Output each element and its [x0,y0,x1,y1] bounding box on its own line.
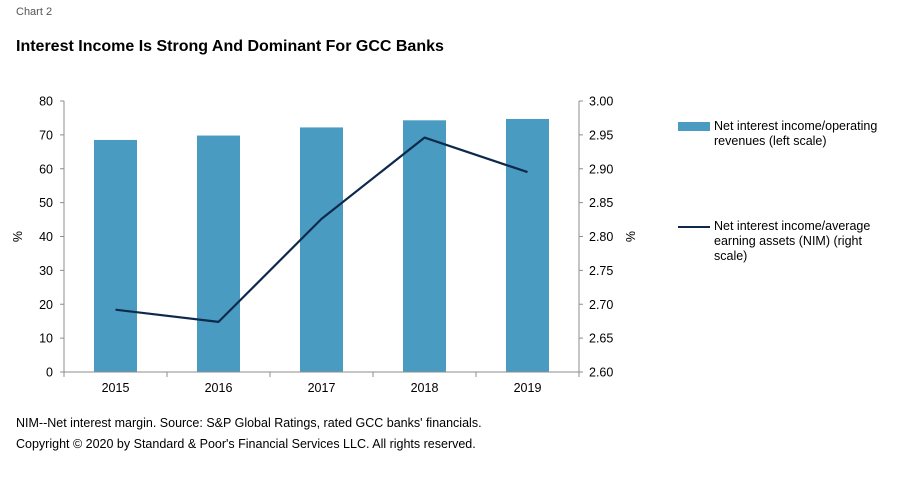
x-tick-label: 2018 [411,381,439,395]
y-tick-right-label: 2.75 [589,264,613,278]
chart-legend: Net interest income/operating revenues (… [678,0,888,300]
y-tick-left-label: 30 [39,264,53,278]
x-tick-label: 2015 [102,381,130,395]
bar-2018 [403,120,446,372]
y-tick-left-label: 20 [39,298,53,312]
legend-label-bar: Net interest income/operating revenues (… [714,119,878,148]
y-tick-right-label: 2.80 [589,230,613,244]
footnote-copyright: Copyright © 2020 by Standard & Poor's Fi… [16,437,476,451]
y-tick-right-label: 2.60 [589,366,613,380]
legend-swatch-bar [678,122,710,131]
y-tick-left-label: 50 [39,196,53,210]
legend-label-line: Net interest income/average earning asse… [714,219,871,263]
y-tick-left-label: 70 [39,128,53,142]
bar-2015 [94,139,137,372]
y-axis-right-title: % [623,231,637,242]
y-tick-left-label: 0 [46,366,53,380]
y-tick-right-label: 2.95 [589,128,613,142]
bar-2016 [197,135,240,372]
y-tick-right-label: 3.00 [589,95,613,109]
y-tick-right-label: 2.65 [589,332,613,346]
y-axis-left-title: % [11,231,25,242]
y-tick-right-label: 2.70 [589,298,613,312]
chart-number: Chart 2 [16,6,53,18]
y-tick-left-label: 10 [39,332,53,346]
footnote-source: NIM--Net interest margin. Source: S&P Gl… [16,416,482,430]
y-tick-left-label: 40 [39,230,53,244]
y-tick-left-label: 80 [39,95,53,109]
bar-2019 [506,118,549,372]
x-tick-label: 2016 [205,381,233,395]
x-tick-label: 2019 [514,381,542,395]
y-tick-right-label: 2.90 [589,162,613,176]
legend-swatch-line [678,226,710,228]
legend-item-line: Net interest income/average earning asse… [678,219,879,264]
legend-item-bar: Net interest income/operating revenues (… [678,119,879,149]
y-tick-right-label: 2.85 [589,196,613,210]
bar-2017 [300,127,343,372]
chart-title: Interest Income Is Strong And Dominant F… [16,38,444,55]
x-tick-label: 2017 [308,381,336,395]
y-tick-left-label: 60 [39,162,53,176]
